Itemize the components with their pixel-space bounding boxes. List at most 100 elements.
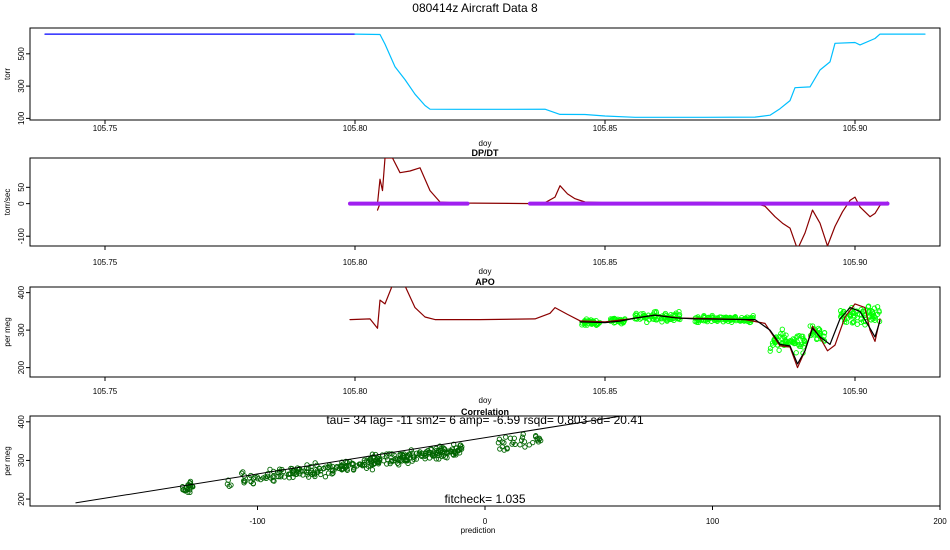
- data-point: [711, 317, 718, 323]
- data-point: [318, 471, 324, 478]
- data-point: [862, 322, 868, 328]
- data-point: [738, 317, 744, 324]
- data-point: [384, 461, 390, 467]
- data-point: [333, 464, 340, 471]
- data-point: [312, 473, 318, 480]
- data-point: [293, 471, 300, 477]
- data-point: [434, 447, 440, 454]
- panel-title: Correlation: [461, 407, 509, 417]
- data-point: [330, 470, 336, 476]
- pressure-panel: doy torr 105.75 105.80 105.85 105.90 100 300 5…: [3, 27, 941, 148]
- data-point: [495, 440, 502, 446]
- x-axis-label: doy: [479, 396, 492, 405]
- data-point: [242, 478, 248, 484]
- data-point: [375, 459, 382, 465]
- data-point: [457, 442, 463, 448]
- data-point: [868, 317, 874, 323]
- data-point: [440, 452, 447, 459]
- data-point: [695, 319, 702, 326]
- data-point: [451, 441, 457, 447]
- dpdt-panel: DP/DT doy torr/sec 105.75 105.80 105.85 105…: [3, 148, 941, 276]
- data-point: [854, 321, 860, 327]
- data-point: [776, 347, 782, 353]
- y-axis-label: torr: [3, 68, 12, 80]
- data-point: [369, 467, 376, 473]
- data-point: [702, 315, 708, 321]
- data-point: [439, 449, 446, 455]
- data-point: [433, 456, 439, 462]
- data-point: [653, 308, 659, 315]
- x-tick-label: 105.90: [843, 387, 868, 396]
- data-point: [651, 316, 657, 323]
- data-point: [381, 458, 387, 464]
- data-point: [801, 340, 808, 346]
- data-point: [423, 452, 429, 459]
- data-point: [330, 468, 336, 474]
- data-point: [248, 478, 254, 485]
- plot-frame: [29, 286, 941, 378]
- y-tick-label: 300: [17, 323, 26, 337]
- figure-title: 080414z Aircraft Data 8: [412, 1, 538, 15]
- data-point: [673, 310, 679, 316]
- data-point: [343, 463, 349, 469]
- panel-title: DP/DT: [472, 148, 500, 158]
- data-point: [376, 456, 383, 462]
- data-point: [705, 314, 711, 321]
- data-point: [526, 442, 532, 448]
- data-point: [798, 343, 804, 350]
- data-point: [339, 466, 345, 472]
- data-point: [783, 339, 789, 345]
- data-point: [821, 330, 828, 336]
- x-tick-label: 105.90: [843, 258, 868, 267]
- x-tick-label: 105.75: [93, 258, 118, 267]
- data-point: [369, 451, 376, 457]
- data-point: [187, 487, 193, 493]
- data-point: [297, 471, 303, 477]
- y-tick-label: 200: [17, 492, 26, 506]
- data-point: [349, 460, 355, 466]
- x-tick-label: 200: [933, 517, 947, 526]
- data-point: [858, 316, 864, 322]
- data-point: [397, 457, 404, 463]
- fit-line: [75, 416, 622, 504]
- data-point: [325, 465, 331, 471]
- fitcheck-annotation: fitcheck= 1.035: [444, 492, 525, 506]
- data-point: [329, 471, 335, 477]
- data-point: [517, 442, 523, 448]
- data-point: [240, 469, 246, 475]
- y-axis-label: per meg: [3, 446, 12, 475]
- plot-frame: [29, 27, 941, 121]
- data-point: [579, 322, 585, 328]
- data-point: [850, 319, 856, 325]
- data-point: [521, 439, 528, 445]
- data-point: [451, 449, 457, 455]
- correlation-panel: Correlation prediction per meg tau= 34 l…: [3, 407, 947, 535]
- data-point: [448, 448, 455, 455]
- data-point: [779, 335, 785, 342]
- data-point: [307, 470, 314, 476]
- data-point: [316, 466, 323, 472]
- x-tick-label: 105.90: [843, 124, 868, 133]
- data-point: [778, 331, 784, 337]
- data-point: [411, 456, 417, 462]
- data-point: [633, 310, 639, 317]
- data-point: [767, 348, 773, 354]
- data-point: [225, 477, 231, 483]
- data-point: [817, 327, 823, 333]
- plot-frame: [29, 157, 941, 247]
- y-tick-label: 400: [17, 285, 26, 299]
- data-point: [723, 315, 729, 321]
- data-point: [436, 456, 442, 462]
- data-point: [270, 474, 276, 480]
- data-point: [374, 455, 380, 461]
- data-point: [862, 312, 869, 318]
- data-point: [865, 303, 872, 309]
- x-tick-label: 105.80: [343, 124, 368, 133]
- x-tick-label: 105.85: [593, 124, 618, 133]
- data-point: [228, 482, 234, 488]
- data-point: [534, 437, 540, 443]
- data-point: [504, 446, 510, 452]
- plot-area: [44, 33, 926, 118]
- data-point: [793, 350, 799, 356]
- data-point: [815, 325, 822, 332]
